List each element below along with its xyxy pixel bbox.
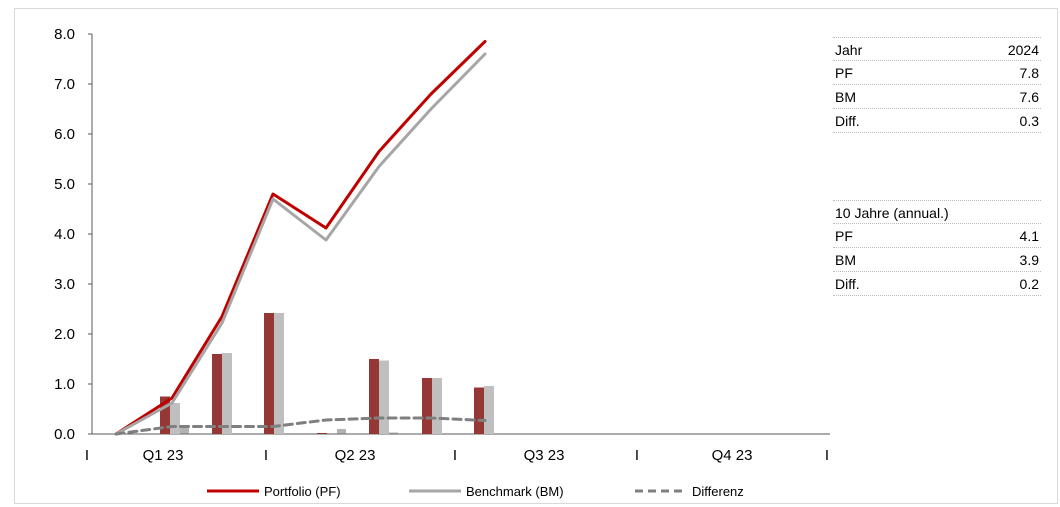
bar-pf — [369, 359, 379, 434]
series-line-portfolio — [114, 40, 487, 436]
bar-pf — [317, 433, 327, 434]
bar-diff — [337, 429, 346, 434]
year-table-header: Jahr 2024 — [833, 37, 1041, 61]
y-tick-label: 2.0 — [54, 326, 75, 343]
bar-pf — [212, 354, 222, 434]
series-line-differenz — [114, 416, 487, 436]
year-table-header-value: 2024 — [1007, 42, 1039, 58]
bar-pf — [474, 387, 484, 434]
x-separator-mark: I — [85, 447, 89, 464]
year-table-row-value: 0.3 — [1019, 113, 1039, 129]
y-tick-label: 0.0 — [54, 426, 75, 443]
chart-frame: 0.0 1.0 2.0 3.0 4.0 5.0 6.0 7.0 8.0 I I I I I Q1 23 Q2 … — [14, 8, 1058, 504]
ten-year-table-header: 10 Jahre (annual.) — [833, 200, 1041, 224]
performance-chart: 0.0 1.0 2.0 3.0 4.0 5.0 6.0 7.0 8.0 I I I I I Q1 23 Q2 … — [54, 26, 830, 499]
x-quarter-label: Q3 23 — [524, 447, 565, 464]
year-table-row-value: 7.8 — [1019, 65, 1039, 81]
year-table-row-value: 7.6 — [1019, 89, 1039, 105]
ten-year-table-row-label: BM — [835, 252, 856, 268]
x-separator-mark: I — [635, 447, 639, 464]
legend-label: Differenz — [692, 484, 744, 499]
bar-pf — [264, 313, 274, 434]
ten-year-table-row-value: 4.1 — [1019, 228, 1039, 244]
y-tick-label: 5.0 — [54, 176, 75, 193]
y-tick-label: 6.0 — [54, 126, 75, 143]
bar-bm — [274, 313, 284, 434]
year-table-row-label: BM — [835, 89, 856, 105]
bar-diff — [389, 432, 398, 434]
y-tick-label: 8.0 — [54, 26, 75, 43]
ten-year-table-row-value: 3.9 — [1019, 252, 1039, 268]
bar-pf — [160, 396, 170, 434]
bar-bm — [222, 353, 232, 434]
x-quarter-label: Q4 23 — [712, 447, 753, 464]
year-table-header-label: Jahr — [835, 42, 863, 58]
y-tick-label: 7.0 — [54, 76, 75, 93]
legend-label: Benchmark (BM) — [466, 484, 564, 499]
y-tick-label: 3.0 — [54, 276, 75, 293]
x-quarter-label: Q1 23 — [143, 447, 184, 464]
ten-year-table-header-label: 10 Jahre (annual.) — [835, 205, 949, 221]
ten-year-table-row-bm: BM 3.9 — [833, 248, 1041, 272]
bar-pf — [422, 378, 432, 434]
ten-year-table: 10 Jahre (annual.) PF 4.1 BM 3.9 Diff. 0… — [833, 200, 1041, 296]
year-table: Jahr 2024 PF 7.8 BM 7.6 Diff. 0.3 — [833, 37, 1041, 133]
bar-bm — [484, 386, 494, 434]
year-table-row-diff: Diff. 0.3 — [833, 109, 1041, 133]
x-quarter-label: Q2 23 — [335, 447, 376, 464]
ten-year-table-row-label: Diff. — [835, 276, 860, 292]
y-tick-label: 1.0 — [54, 376, 75, 393]
ten-year-table-row-pf: PF 4.1 — [833, 224, 1041, 248]
bar-bm — [170, 403, 180, 434]
ten-year-table-row-value: 0.2 — [1019, 276, 1039, 292]
ten-year-table-row-label: PF — [835, 228, 853, 244]
year-table-row-pf: PF 7.8 — [833, 61, 1041, 85]
x-separator-mark: I — [264, 447, 268, 464]
x-separator-mark: I — [825, 447, 829, 464]
year-table-row-label: Diff. — [835, 113, 860, 129]
ten-year-table-row-diff: Diff. 0.2 — [833, 272, 1041, 296]
bar-bm — [432, 378, 442, 434]
year-table-row-bm: BM 7.6 — [833, 85, 1041, 109]
y-tick-label: 4.0 — [54, 226, 75, 243]
series-line-benchmark — [114, 52, 487, 436]
x-separator-mark: I — [453, 447, 457, 464]
year-table-row-label: PF — [835, 65, 853, 81]
bar-diff — [180, 427, 189, 434]
legend-label: Portfolio (PF) — [264, 484, 341, 499]
bar-bm — [379, 360, 389, 434]
